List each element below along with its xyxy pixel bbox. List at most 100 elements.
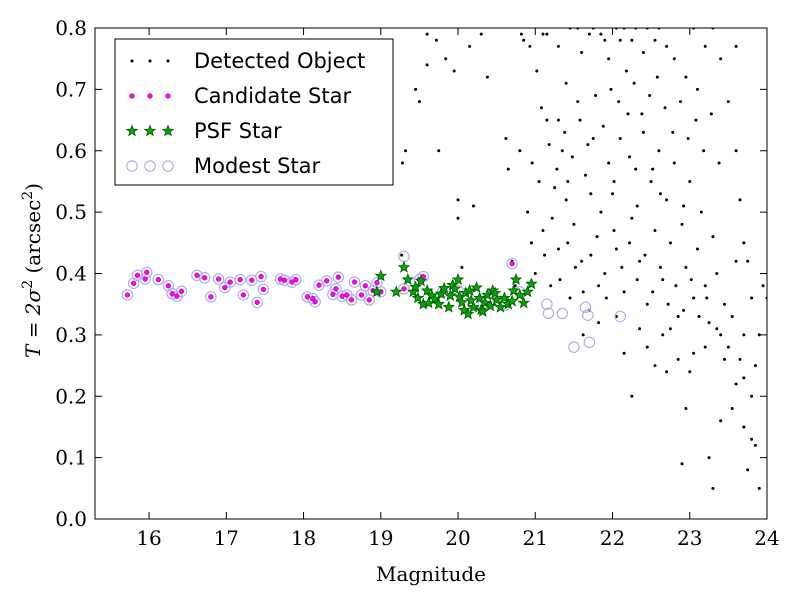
data-point [479,32,483,36]
data-point [437,281,451,294]
data-point [549,284,553,288]
data-point [362,283,368,289]
data-point [594,94,598,98]
data-point [254,299,260,305]
data-point [366,297,372,303]
data-point [563,130,567,134]
data-point [658,192,662,196]
data-point [607,161,611,165]
data-point [614,310,626,323]
data-point [330,291,336,298]
data-point [335,274,341,280]
data-point [553,186,557,190]
data-point [711,235,715,239]
y-tick-label: 0.8 [55,16,87,40]
data-point [612,179,616,183]
data-point [471,204,475,208]
data-point [601,124,605,128]
data-point [541,298,553,310]
data-point [568,296,572,300]
data-point [742,376,746,380]
data-point [589,192,593,196]
y-tick-label: 0.4 [55,262,87,286]
data-point [473,291,486,304]
data-point [578,118,582,122]
data-point [746,468,750,472]
data-point [178,288,185,294]
data-point [672,57,676,61]
data-point [726,100,730,104]
data-point [750,296,754,300]
data-point [705,296,709,300]
data-point [222,284,228,291]
data-point [668,241,672,245]
data-point [400,253,404,257]
data-point [332,271,345,283]
legend-marker [126,160,138,172]
data-point [663,106,667,110]
x-tick-label: 17 [214,526,239,550]
legend-label: PSF Star [194,119,282,143]
data-point [674,284,678,288]
data-point [505,294,519,307]
data-point [618,136,622,140]
data-point [761,284,765,288]
x-tick-label: 21 [523,526,548,550]
data-point [658,265,662,269]
data-point [750,437,754,441]
data-point [144,269,150,275]
y-axis-label: T = 2σ2 (arcsec2) [20,183,45,358]
data-point [746,259,750,263]
plot-area [121,28,767,490]
data-point [715,327,719,331]
data-point [463,284,476,297]
data-point [630,394,634,398]
data-point [397,260,411,273]
data-point [628,155,632,159]
data-point [260,286,267,293]
data-point [414,87,418,91]
data-point [517,296,531,309]
data-point [257,283,270,296]
data-point [348,297,355,303]
data-point [290,273,302,286]
data-point [617,100,621,104]
data-point [434,38,438,42]
data-point [648,94,652,98]
data-point [404,149,408,153]
legend-marker [144,160,156,172]
data-point [692,351,696,355]
data-point [641,130,645,134]
data-point [345,294,358,306]
data-point [468,44,472,48]
data-point [174,293,180,299]
legend-box [114,38,394,186]
data-point [414,274,428,287]
data-point [657,149,661,153]
data-point [572,222,576,226]
data-point [452,69,456,73]
data-point [212,273,225,285]
legend-marker [161,124,175,137]
data-point [707,321,711,325]
data-point [591,136,595,140]
data-point [586,143,590,147]
data-point [547,143,551,147]
data-point [541,229,545,233]
data-point [455,295,469,308]
data-point [640,112,644,116]
legend-item: PSF Star [125,119,282,143]
data-point [398,283,410,295]
y-tick-label: 0.3 [55,323,87,347]
legend-item: Detected Object [130,49,365,73]
data-point [597,284,601,288]
data-point [401,272,415,286]
data-point [757,486,761,490]
data-point [597,321,601,325]
legend-marker [148,59,152,63]
data-point [624,69,628,73]
data-point [237,289,250,301]
data-point [709,112,713,116]
data-point [194,272,200,278]
data-point [444,57,448,61]
